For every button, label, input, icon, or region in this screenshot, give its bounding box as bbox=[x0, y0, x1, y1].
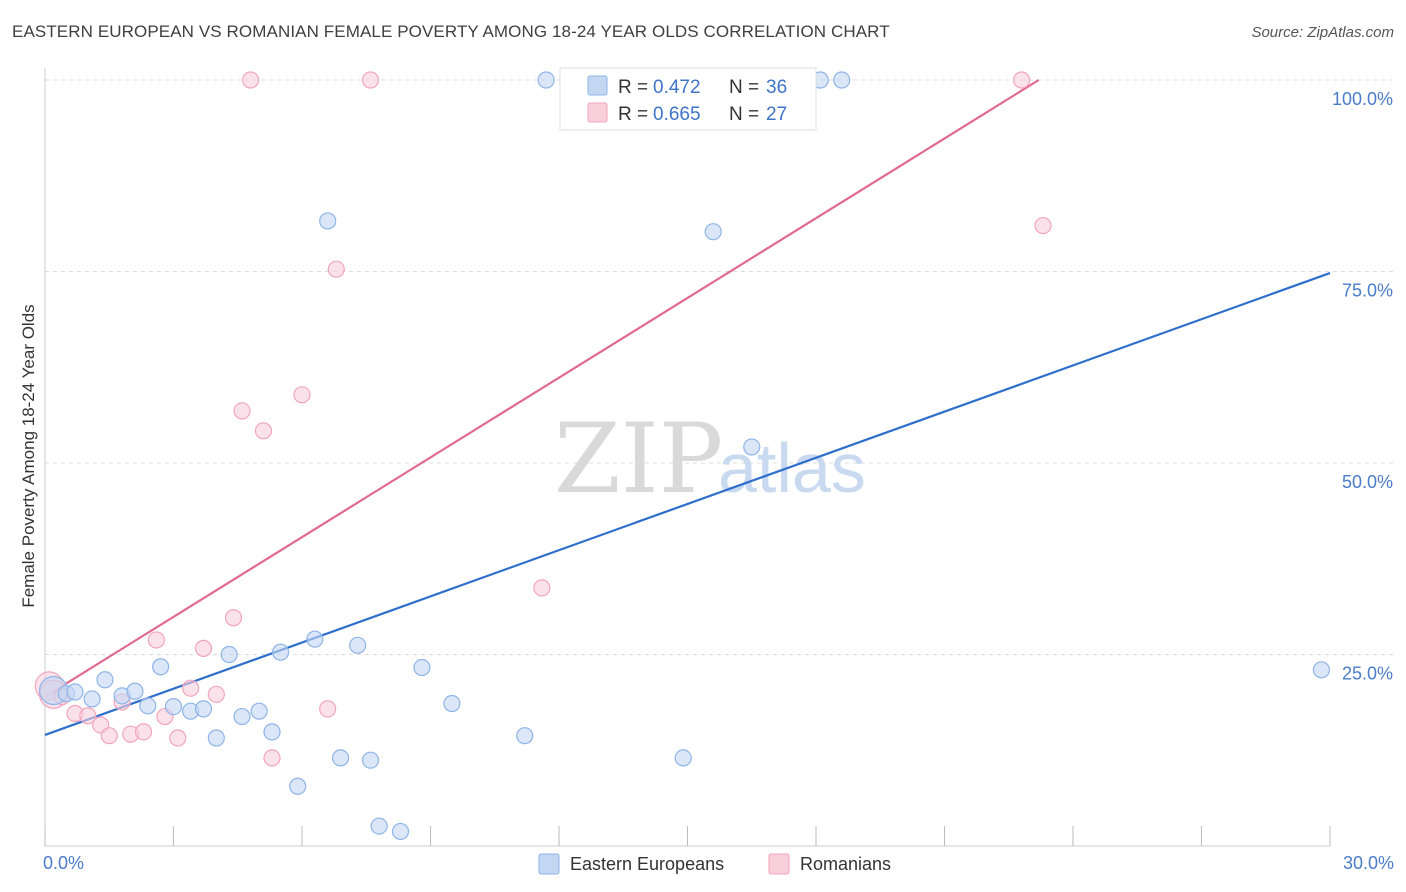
romanian-point bbox=[533, 579, 551, 597]
eastern-point bbox=[537, 71, 555, 89]
romanian-point bbox=[134, 723, 153, 741]
eastern-point bbox=[349, 636, 367, 654]
romanian-point bbox=[319, 700, 337, 718]
romanian-point bbox=[100, 727, 118, 745]
legend-n-value-eastern: 36 bbox=[766, 77, 787, 98]
points-layer bbox=[34, 71, 1331, 841]
chart-title: EASTERN EUROPEAN VS ROMANIAN FEMALE POVE… bbox=[12, 22, 890, 41]
eastern-point bbox=[306, 630, 324, 648]
eastern-point bbox=[743, 438, 761, 456]
ticklabel-layer: 25.0% 50.0% 75.0% 100.0% 0.0% 30.0% bbox=[43, 89, 1394, 873]
legend-r-value-romanian: 0.665 bbox=[653, 104, 701, 125]
eastern-point bbox=[370, 817, 388, 835]
bottom-legend-label-eastern: Eastern Europeans bbox=[570, 854, 724, 874]
legend-swatch-romanian bbox=[587, 102, 608, 123]
eastern-point bbox=[443, 694, 461, 713]
eastern-trend-line bbox=[44, 271, 1331, 736]
eastern-point bbox=[152, 658, 170, 676]
y-tick-label: 75.0% bbox=[1342, 281, 1393, 301]
bottom-legend-swatch-romanian bbox=[768, 853, 790, 875]
y-tick-label: 50.0% bbox=[1342, 472, 1393, 492]
eastern-point bbox=[139, 697, 157, 715]
bottom-legend-label-romanian: Romanians bbox=[800, 854, 891, 874]
legend-n-label-romanian: N = bbox=[729, 104, 759, 125]
eastern-point bbox=[83, 690, 101, 708]
romanian-point bbox=[182, 679, 200, 697]
axis-layer bbox=[44, 68, 1331, 847]
eastern-point bbox=[833, 71, 851, 89]
legend-r-label-romanian: R = bbox=[618, 104, 648, 125]
legend-n-label-eastern: N = bbox=[729, 77, 759, 98]
y-axis-label: Female Poverty Among 18-24 Year Olds bbox=[19, 304, 38, 607]
watermark-atlas: atlas bbox=[718, 429, 866, 507]
eastern-point bbox=[361, 751, 380, 769]
romanian-point bbox=[293, 386, 311, 404]
eastern-point bbox=[289, 777, 307, 795]
eastern-point bbox=[250, 702, 268, 720]
romanian-point bbox=[1012, 71, 1031, 89]
legend-swatch-eastern bbox=[587, 75, 608, 96]
eastern-point bbox=[96, 671, 114, 689]
eastern-point bbox=[263, 723, 281, 741]
romanian-point bbox=[169, 729, 187, 747]
romanian-point bbox=[224, 609, 243, 627]
eastern-point bbox=[331, 749, 350, 767]
eastern-point bbox=[1312, 661, 1331, 679]
x-tick-label-right: 30.0% bbox=[1343, 853, 1394, 873]
eastern-point bbox=[220, 645, 238, 664]
romanian-point bbox=[79, 707, 97, 725]
watermark: ZIP atlas bbox=[554, 403, 866, 515]
eastern-point bbox=[233, 707, 251, 726]
eastern-point bbox=[413, 658, 431, 677]
grid-layer bbox=[45, 79, 1394, 655]
romanian-point bbox=[242, 71, 260, 89]
y-tick-label: 100.0% bbox=[1332, 89, 1393, 109]
y-tick-label: 25.0% bbox=[1342, 664, 1393, 684]
romanian-point bbox=[361, 71, 380, 89]
x-tick-label-left: 0.0% bbox=[43, 853, 84, 873]
source-label: Source: ZipAtlas.com bbox=[1251, 24, 1394, 41]
eastern-point bbox=[164, 697, 183, 716]
romanian-point bbox=[194, 639, 213, 657]
watermark-zip: ZIP bbox=[554, 403, 723, 515]
bottom-legend-swatch-eastern bbox=[538, 853, 560, 875]
romanian-point bbox=[1034, 216, 1052, 235]
romanian-point bbox=[207, 685, 225, 703]
eastern-point bbox=[271, 643, 290, 661]
romanian-point bbox=[233, 402, 251, 420]
legend-r-label-eastern: R = bbox=[618, 77, 648, 98]
eastern-point bbox=[207, 729, 225, 747]
trend-layer bbox=[44, 79, 1331, 736]
eastern-point bbox=[516, 727, 534, 745]
eastern-point bbox=[674, 749, 692, 767]
legend-r-value-eastern: 0.472 bbox=[653, 77, 701, 98]
romanian-point bbox=[327, 260, 345, 278]
bottom-legend: Eastern Europeans Romanians bbox=[538, 853, 891, 875]
eastern-point bbox=[319, 212, 337, 230]
eastern-point bbox=[194, 700, 213, 718]
romanian-point bbox=[147, 631, 165, 649]
top-legend: R = 0.472 N = 36 R = 0.665 N = 27 bbox=[559, 67, 817, 131]
romanian-point bbox=[263, 749, 281, 767]
legend-n-value-romanian: 27 bbox=[766, 104, 787, 125]
eastern-point bbox=[126, 682, 144, 700]
romanian-trend-line bbox=[44, 79, 1040, 698]
eastern-point bbox=[704, 223, 722, 241]
romanian-point bbox=[254, 422, 273, 440]
eastern-point bbox=[391, 822, 410, 841]
eastern-point bbox=[66, 683, 84, 701]
